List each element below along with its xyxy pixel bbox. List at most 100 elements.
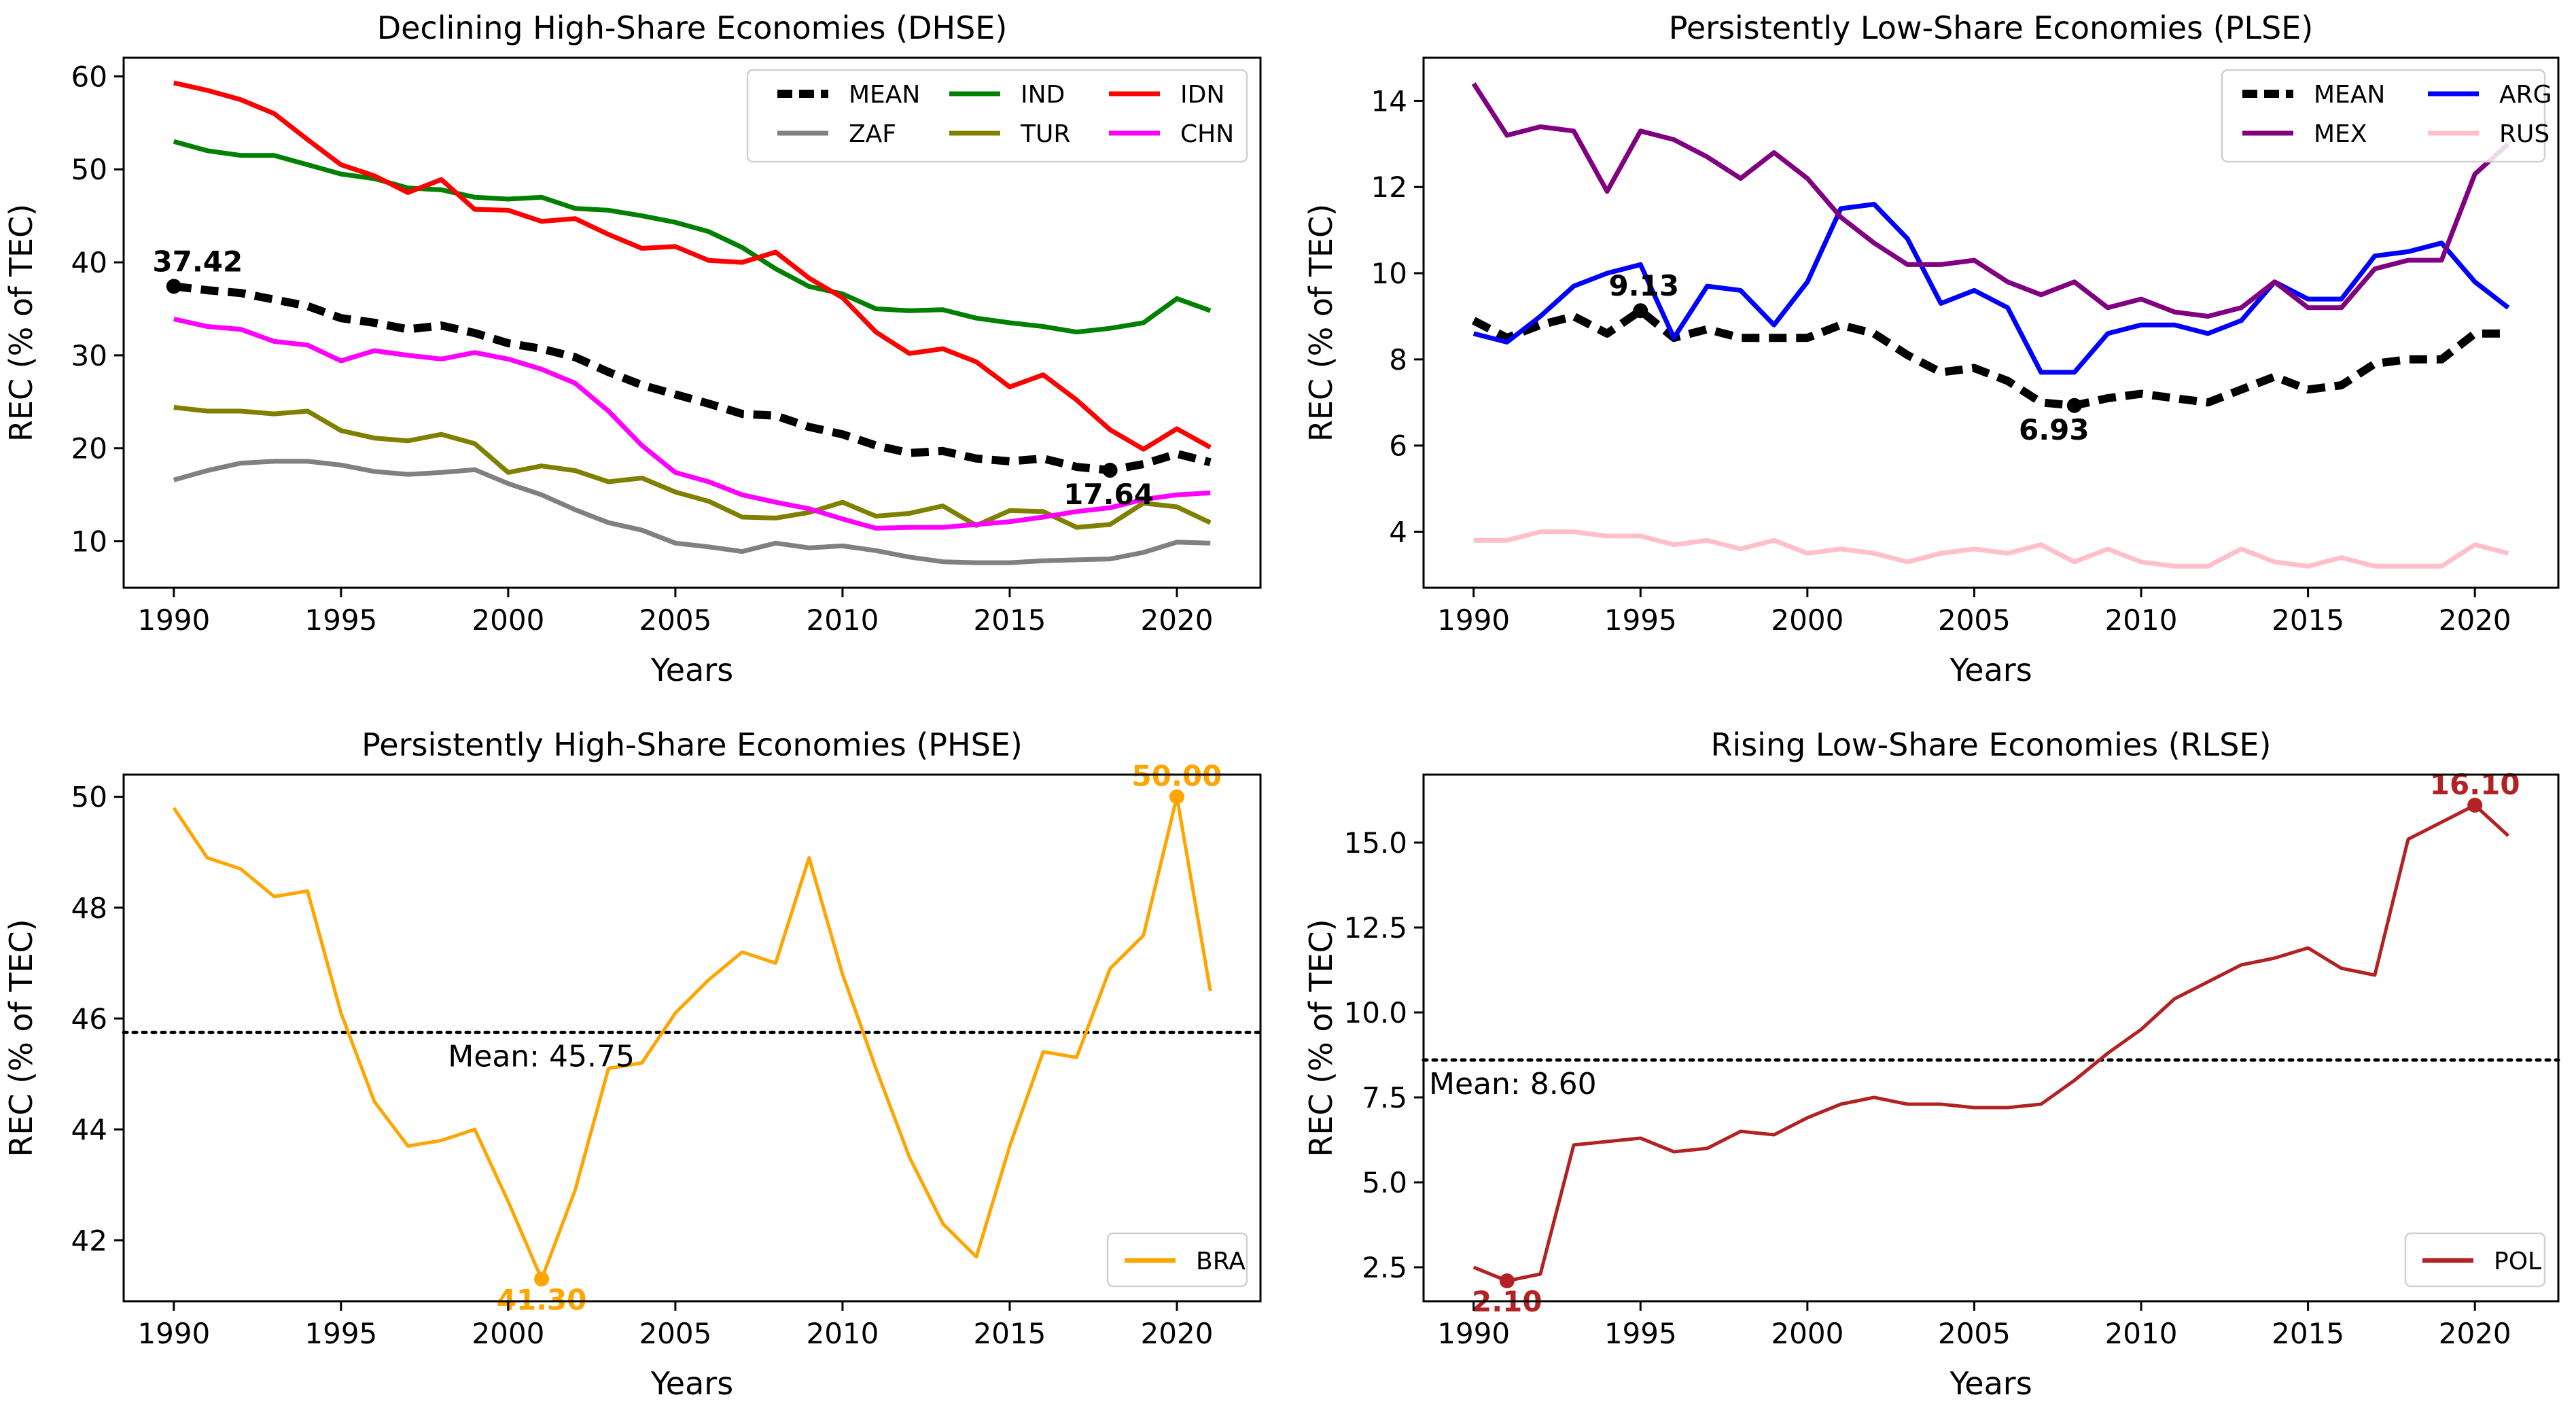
y-tick-label: 44	[71, 1113, 107, 1146]
x-tick-label: 2005	[1938, 603, 2011, 637]
legend-label-mex: MEX	[2314, 120, 2367, 148]
legend: MEAN ARG MEX RUS	[2221, 69, 2552, 163]
annotation-label: 37.42	[152, 245, 243, 278]
x-tick-label: 2020	[1141, 1317, 1214, 1350]
chart-panel-4: Rising Low-Share Economies (RLSE) Mean: 8…	[1303, 726, 2560, 1402]
y-tick-label: 30	[71, 339, 107, 372]
x-tick-label: 2010	[2105, 603, 2178, 637]
legend: BRA	[1106, 1232, 1248, 1288]
y-tick-label: 4	[1389, 516, 1407, 549]
y-tick-label: 12.5	[1343, 911, 1407, 945]
y-tick-label: 50	[71, 781, 107, 814]
annotation-label: 17.64	[1063, 478, 1154, 511]
legend-box	[1106, 1232, 1248, 1288]
y-axis-label: REC (% of TEC)	[3, 204, 39, 442]
y-axis-label: REC (% of TEC)	[3, 919, 39, 1157]
x-tick-label: 2000	[472, 603, 544, 637]
y-tick-label: 46	[71, 1002, 107, 1036]
y-tick-label: 60	[71, 60, 107, 93]
x-tick-label: 1990	[1437, 603, 1510, 637]
annotation-marker	[2467, 798, 2483, 813]
x-tick-label: 1990	[137, 603, 210, 637]
series-line-idn	[173, 80, 1212, 452]
x-tick-label: 2015	[974, 1317, 1046, 1350]
y-tick-label: 14	[1371, 84, 1407, 118]
legend-box	[746, 69, 1248, 163]
annotation-label: 16.10	[2430, 768, 2520, 801]
legend-label-tur: TUR	[1020, 120, 1070, 148]
x-tick-label: 1990	[1437, 1317, 1510, 1350]
x-tick-label: 2000	[1771, 603, 1843, 637]
annotation-marker	[534, 1271, 550, 1287]
axes-frame	[1422, 773, 2560, 1303]
y-axis-label: REC (% of TEC)	[1303, 919, 1339, 1157]
series-line-bra	[172, 795, 1212, 1281]
chart-panel-1: Declining High-Share Economies (DHSE) 37.…	[3, 10, 1262, 688]
annotation-label: 9.13	[1608, 269, 1679, 302]
chart-panel-3: Persistently High-Share Economies (PHSE)…	[3, 726, 1263, 1402]
x-tick-label: 2020	[2439, 1317, 2511, 1350]
y-tick-label: 20	[71, 432, 107, 465]
plot-area	[172, 795, 1212, 1281]
annotation-label: 50.00	[1132, 760, 1222, 793]
annotation-marker	[1102, 463, 1118, 478]
x-axis-label: Years	[1949, 652, 2032, 688]
series-line-arg	[1472, 202, 2510, 375]
annotation-marker	[1633, 303, 1648, 319]
legend-label-zaf: ZAF	[849, 120, 896, 148]
plot-area	[1472, 803, 2509, 1283]
series-line-pol	[1472, 803, 2509, 1283]
y-axis-label: REC (% of TEC)	[1303, 204, 1339, 442]
y-tick-label: 50	[71, 153, 107, 186]
x-tick-label: 2000	[1771, 1317, 1843, 1350]
legend: POL	[2404, 1232, 2546, 1288]
y-tick-label: 15.0	[1343, 826, 1407, 860]
x-axis-label: Years	[1949, 1365, 2032, 1402]
mean-label: Mean: 8.60	[1429, 1067, 1597, 1101]
x-tick-label: 2015	[2272, 603, 2344, 637]
y-tick-label: 40	[71, 246, 107, 279]
legend-box	[2404, 1232, 2546, 1288]
y-tick-label: 2.5	[1362, 1251, 1407, 1284]
x-tick-label: 2010	[806, 1317, 879, 1350]
legend-label-mean: MEAN	[849, 81, 920, 109]
y-tick-label: 5.0	[1362, 1166, 1407, 1199]
series-line-chn	[173, 317, 1211, 531]
y-tick-label: 10	[1371, 257, 1407, 290]
legend-label-idn: IDN	[1180, 81, 1224, 109]
series-line-ind	[173, 139, 1212, 335]
x-tick-label: 1990	[137, 1317, 210, 1350]
x-tick-label: 1995	[1604, 1317, 1677, 1350]
annotation-label: 41.30	[497, 1283, 587, 1316]
legend-label-bra: BRA	[1196, 1248, 1246, 1275]
series-line-tur	[173, 405, 1212, 530]
x-tick-label: 2005	[1938, 1317, 2011, 1350]
y-tick-label: 42	[71, 1224, 107, 1257]
x-tick-label: 2010	[2105, 1317, 2178, 1350]
annotation-marker	[166, 279, 181, 294]
series-line-mean	[173, 282, 1212, 474]
legend: MEAN IND IDN ZAF TUR CHN	[746, 69, 1248, 163]
plot-area	[173, 80, 1212, 565]
series-line-rus	[1473, 529, 2509, 569]
y-tick-label: 12	[1371, 171, 1407, 204]
x-tick-label: 2005	[639, 603, 711, 637]
y-tick-label: 10	[71, 525, 107, 559]
chart-title: Declining High-Share Economies (DHSE)	[377, 10, 1008, 46]
y-tick-label: 7.5	[1362, 1081, 1407, 1114]
x-tick-label: 2000	[472, 1317, 544, 1350]
axes-frame	[122, 56, 1262, 589]
x-tick-label: 1995	[1604, 603, 1677, 637]
chart-panel-2: Persistently Low-Share Economies (PLSE) 9…	[1303, 10, 2560, 688]
x-tick-label: 2020	[2439, 603, 2511, 637]
x-axis-label: Years	[650, 652, 733, 688]
series-line-zaf	[173, 459, 1211, 565]
axes-frame	[122, 773, 1262, 1303]
axes-frame	[1422, 56, 2560, 589]
legend-label-chn: CHN	[1180, 120, 1234, 148]
legend-label-ind: IND	[1021, 81, 1065, 109]
annotation-marker	[1169, 789, 1184, 805]
y-tick-label: 10.0	[1343, 996, 1407, 1029]
legend-label-pol: POL	[2494, 1248, 2541, 1275]
